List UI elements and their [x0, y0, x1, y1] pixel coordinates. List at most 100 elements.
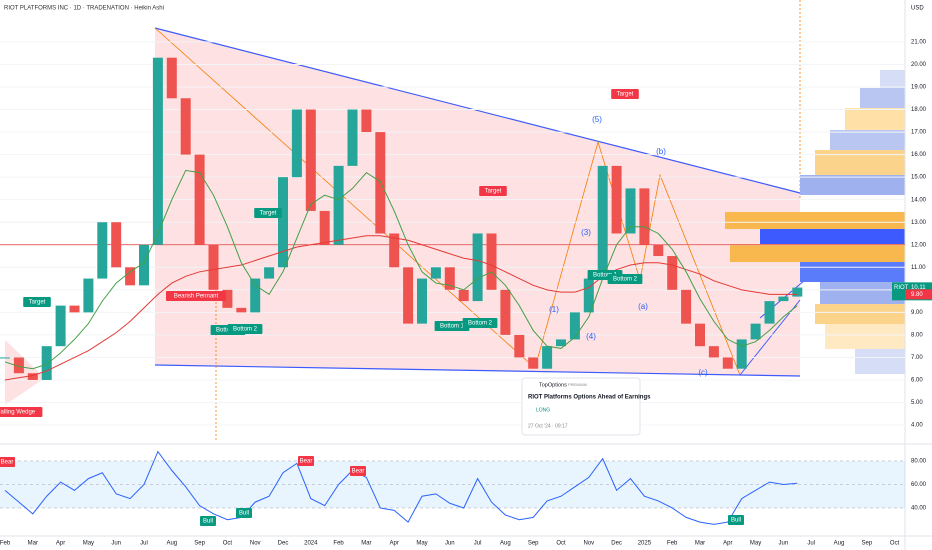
y-tick-label: 11.00	[911, 265, 926, 271]
y-tick-label: 8.00	[911, 332, 923, 338]
candle	[514, 334, 525, 358]
candle	[403, 267, 414, 324]
candle	[166, 57, 177, 99]
annotation: Falling Wedge	[0, 410, 36, 416]
candle	[458, 289, 469, 302]
trend-line	[154, 27, 801, 194]
y-tick-label: 21.00	[911, 39, 927, 45]
signal: Bear	[1, 460, 14, 466]
candle	[180, 98, 191, 155]
signal-box	[728, 515, 744, 525]
price-value: 10.11	[911, 285, 926, 291]
candle	[556, 339, 566, 347]
x-tick-label: Oct	[556, 541, 566, 547]
y-tick-label: 16.00	[911, 152, 927, 158]
candle	[792, 287, 803, 297]
annotation-box	[227, 324, 263, 334]
candle	[639, 188, 650, 245]
x-tick-label: May	[416, 541, 427, 547]
y-tick-label: 6.00	[911, 378, 923, 384]
annotation-box	[434, 321, 470, 331]
y-tick-label: 13.00	[911, 220, 927, 226]
wedge	[5, 340, 45, 405]
candle	[764, 301, 775, 324]
annotation: (1)	[549, 305, 559, 314]
annotation: Bottom 1	[440, 324, 465, 330]
signal: Bear	[300, 459, 313, 465]
candle	[83, 278, 94, 313]
candle	[236, 307, 247, 313]
x-tick-label: Mar	[28, 541, 38, 547]
y-tick-label: 18.00	[911, 107, 927, 113]
y-tick-label: 5.00	[911, 400, 923, 406]
y-tick-label: 15.00	[911, 175, 927, 181]
candle	[55, 305, 66, 347]
x-tick-label: Aug	[500, 541, 511, 547]
title: RIOT PLATFORMS INC · 1D · TRADENATION · …	[4, 6, 164, 12]
candle	[681, 289, 692, 324]
y-tick-label: 9.00	[911, 310, 923, 316]
signal-box	[236, 508, 252, 518]
y-tick-label: 14.00	[911, 197, 927, 203]
news-side: LONG	[536, 407, 550, 413]
x-tick-label: Jul	[140, 541, 148, 547]
annotation: Target	[485, 189, 502, 195]
candle	[361, 109, 372, 133]
candle	[653, 244, 664, 257]
x-tick-label: Jul	[474, 541, 482, 547]
candle	[736, 339, 747, 369]
candle	[278, 177, 288, 268]
annotation: (4)	[586, 332, 596, 341]
annotation-box	[166, 291, 226, 301]
annotation: (5)	[592, 115, 602, 124]
prev-price: 9.80	[911, 292, 923, 298]
x-tick-label: Jul	[807, 541, 815, 547]
signal: Bull	[731, 518, 741, 524]
news-headline: RIOT Platforms Options Ahead of Earnings	[528, 395, 651, 401]
signal: Bull	[203, 519, 213, 525]
news-date: 27 Oct '24 · 09:17	[528, 423, 568, 429]
annotation-box	[479, 186, 507, 196]
rsi-tick-label: 60.00	[911, 482, 927, 488]
news-badge: PREMIUM	[568, 382, 587, 387]
y-tick-label: 4.00	[911, 423, 923, 429]
x-tick-label: Apr	[56, 541, 65, 547]
rsi-tick-label: 80.00	[911, 459, 927, 465]
annotation: Target	[260, 211, 277, 217]
candle	[569, 312, 580, 340]
candle	[750, 323, 761, 340]
candle	[486, 233, 497, 290]
trend-line	[154, 364, 801, 377]
x-tick-label: Oct	[223, 541, 233, 547]
price-symbol: RIOT	[894, 285, 909, 291]
x-tick-label: Sep	[861, 541, 872, 547]
signal-box	[200, 516, 216, 526]
candle	[430, 267, 441, 279]
signal-box	[350, 466, 366, 476]
y-tick-label: 20.00	[911, 62, 927, 68]
x-tick-label: Jun	[445, 541, 455, 547]
x-tick-label: Nov	[250, 541, 261, 547]
annotation-box	[254, 208, 282, 218]
x-tick-label: Mar	[695, 541, 705, 547]
candle	[139, 244, 149, 286]
x-tick-label: Dec	[611, 541, 622, 547]
trend-line	[154, 27, 536, 369]
candle	[319, 210, 330, 245]
x-tick-label: Apr	[390, 541, 399, 547]
candle	[69, 305, 80, 313]
candle	[125, 267, 136, 286]
x-tick-label: Mar	[361, 541, 371, 547]
card	[521, 377, 641, 436]
candle	[528, 357, 539, 369]
candle	[708, 346, 719, 358]
candle	[583, 278, 594, 313]
signal-box	[0, 457, 15, 467]
annotation: Target	[617, 92, 634, 98]
annotation: (3)	[581, 228, 591, 237]
candle	[667, 256, 678, 290]
news-source: TopOptions	[539, 382, 567, 388]
candle	[417, 278, 427, 324]
signal-box	[298, 456, 314, 466]
candle	[305, 109, 316, 211]
